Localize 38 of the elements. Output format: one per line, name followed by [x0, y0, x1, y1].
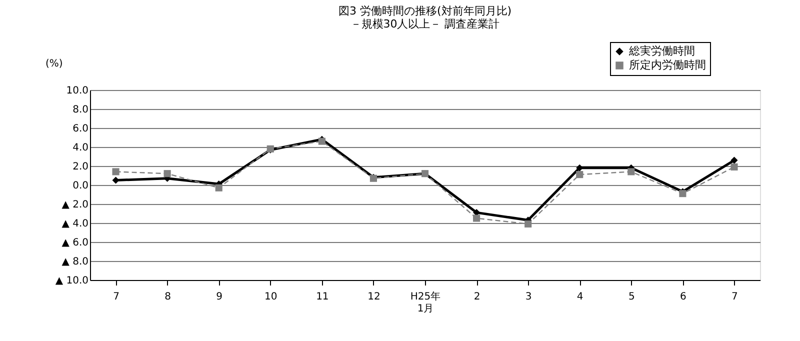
- point: [112, 168, 120, 176]
- y-tick-label: 6.0: [72, 124, 88, 134]
- point: [164, 170, 171, 178]
- x-tick-label: 11: [316, 292, 329, 302]
- y-tick-label: 8.0: [72, 104, 88, 116]
- point: [524, 220, 532, 228]
- y-tick-label: ▲ 8.0: [62, 256, 88, 268]
- point: [112, 176, 120, 184]
- x-tick-label: 8: [164, 292, 171, 302]
- x-tick-label: H25年 1月: [410, 290, 441, 314]
- point: [730, 156, 738, 164]
- x-tick-label: 4: [576, 292, 584, 302]
- y-tick-label: 0.0: [72, 180, 88, 192]
- x-tick-label: 7: [113, 292, 120, 302]
- x-tick-label: 12: [368, 292, 380, 302]
- y-axis-title: (%): [46, 58, 63, 70]
- x-tick-label: 10: [264, 292, 278, 302]
- y-tick-label: ▲ 10.0: [55, 276, 88, 286]
- y-tick-label: ▲ 2.0: [62, 200, 88, 210]
- y-tick-label: 2.0: [72, 162, 88, 172]
- point: [628, 168, 635, 176]
- point: [473, 214, 480, 222]
- x-tick-label: 7: [732, 292, 738, 302]
- x-tick-label: 9: [216, 292, 223, 302]
- y-tick-label: ▲ 4.0: [62, 218, 88, 230]
- x-tick-label: 3: [525, 292, 532, 302]
- y-tick-label: ▲ 6.0: [62, 238, 88, 248]
- y-tick-label: 4.0: [72, 142, 88, 154]
- x-tick-label: 5: [628, 292, 635, 302]
- chart-title: 図3 労働時間の推移(対前年同月比) －規模30人以上－ 調査産業計: [338, 4, 512, 30]
- legend-label: 総実労働時間: [628, 44, 695, 58]
- point: [576, 171, 584, 178]
- x-tick-label: 2: [474, 292, 480, 302]
- point: [730, 163, 738, 170]
- point: [215, 184, 222, 192]
- y-tick-label: 10.0: [66, 86, 88, 96]
- x-tick-label: 6: [680, 292, 686, 302]
- legend-label: 所定内労働時間: [629, 58, 706, 72]
